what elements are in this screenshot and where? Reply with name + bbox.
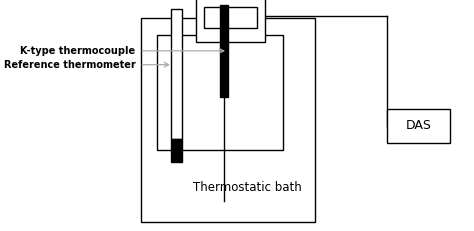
Text: Reference thermometer: Reference thermometer [4, 60, 136, 70]
Text: DAS: DAS [406, 119, 432, 132]
Bar [141, 18, 315, 222]
Bar [171, 139, 182, 162]
Bar [157, 35, 283, 150]
Bar [387, 109, 450, 143]
Bar [219, 5, 228, 97]
Text: Thermostatic bath: Thermostatic bath [193, 181, 302, 194]
Bar [204, 7, 257, 28]
Bar [171, 9, 182, 139]
Bar [196, 0, 265, 42]
Text: K-type thermocouple: K-type thermocouple [20, 46, 136, 56]
